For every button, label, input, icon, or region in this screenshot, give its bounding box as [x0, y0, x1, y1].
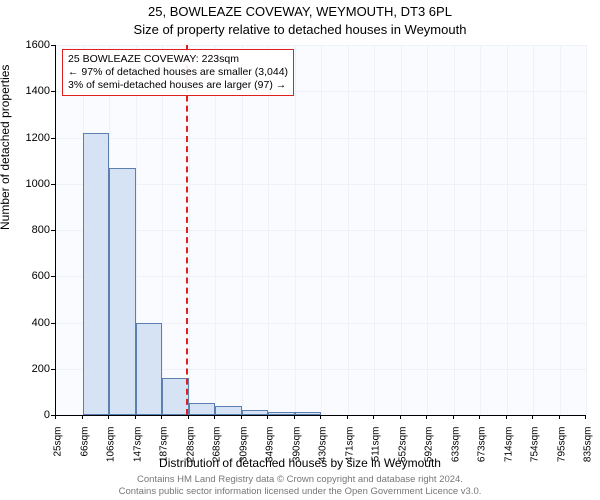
gridline-vertical	[586, 45, 587, 415]
y-tick-mark	[51, 138, 55, 139]
footer-copyright-line2: Contains public sector information licen…	[0, 486, 600, 497]
gridline-vertical	[401, 45, 402, 415]
annotation-line2: ← 97% of detached houses are smaller (3,…	[68, 66, 288, 79]
x-tick-mark	[400, 415, 401, 419]
gridline-vertical	[560, 45, 561, 415]
x-tick-mark	[585, 415, 586, 419]
gridline-vertical	[348, 45, 349, 415]
x-tick-label: 511sqm	[371, 427, 382, 477]
x-tick-mark	[108, 415, 109, 419]
x-tick-mark	[559, 415, 560, 419]
x-tick-label: 147sqm	[132, 427, 143, 477]
x-tick-label: 430sqm	[318, 427, 329, 477]
x-tick-label: 187sqm	[159, 427, 170, 477]
x-tick-mark	[532, 415, 533, 419]
annotation-line1: 25 BOWLEAZE COVEWAY: 223sqm	[68, 53, 288, 66]
histogram-bar	[242, 410, 268, 415]
x-tick-mark	[506, 415, 507, 419]
gridline-vertical	[189, 45, 190, 415]
histogram-bar	[189, 403, 215, 415]
y-tick-label: 0	[10, 409, 50, 421]
y-tick-mark	[51, 91, 55, 92]
y-tick-mark	[51, 230, 55, 231]
gridline-vertical	[427, 45, 428, 415]
y-tick-mark	[51, 276, 55, 277]
gridline-vertical	[321, 45, 322, 415]
x-tick-label: 268sqm	[212, 427, 223, 477]
x-tick-mark	[161, 415, 162, 419]
x-tick-label: 66sqm	[79, 427, 90, 477]
x-tick-label: 106sqm	[106, 427, 117, 477]
histogram-plot: 25 BOWLEAZE COVEWAY: 223sqm← 97% of deta…	[55, 45, 586, 416]
x-tick-label: 25sqm	[53, 427, 64, 477]
y-tick-mark	[51, 45, 55, 46]
y-tick-label: 600	[10, 270, 50, 282]
x-tick-label: 390sqm	[291, 427, 302, 477]
x-tick-mark	[320, 415, 321, 419]
x-tick-mark	[453, 415, 454, 419]
x-tick-mark	[55, 415, 56, 419]
x-tick-label: 673sqm	[477, 427, 488, 477]
histogram-bar	[83, 133, 109, 415]
y-tick-label: 1400	[10, 85, 50, 97]
y-tick-mark	[51, 369, 55, 370]
y-tick-label: 1000	[10, 178, 50, 190]
y-tick-mark	[51, 184, 55, 185]
x-tick-label: 349sqm	[265, 427, 276, 477]
gridline-vertical	[162, 45, 163, 415]
gridline-vertical	[295, 45, 296, 415]
gridline-vertical	[268, 45, 269, 415]
annotation-line3: 3% of semi-detached houses are larger (9…	[68, 79, 288, 92]
histogram-bar	[268, 412, 295, 415]
y-tick-label: 1600	[10, 39, 50, 51]
x-tick-mark	[214, 415, 215, 419]
gridline-vertical	[507, 45, 508, 415]
page-title-line1: 25, BOWLEAZE COVEWAY, WEYMOUTH, DT3 6PL	[0, 4, 600, 19]
gridline-vertical	[480, 45, 481, 415]
histogram-bar	[215, 406, 242, 415]
x-tick-label: 754sqm	[530, 427, 541, 477]
x-tick-label: 714sqm	[503, 427, 514, 477]
x-tick-label: 633sqm	[450, 427, 461, 477]
x-tick-label: 228sqm	[185, 427, 196, 477]
gridline-vertical	[374, 45, 375, 415]
y-tick-label: 1200	[10, 132, 50, 144]
x-tick-mark	[267, 415, 268, 419]
x-tick-label: 552sqm	[397, 427, 408, 477]
x-tick-mark	[135, 415, 136, 419]
x-tick-label: 471sqm	[344, 427, 355, 477]
x-tick-mark	[373, 415, 374, 419]
x-tick-mark	[188, 415, 189, 419]
x-tick-mark	[241, 415, 242, 419]
histogram-bar	[295, 412, 321, 415]
x-tick-label: 309sqm	[238, 427, 249, 477]
histogram-bar	[109, 168, 136, 415]
page-title-line2: Size of property relative to detached ho…	[0, 22, 600, 37]
x-tick-label: 592sqm	[424, 427, 435, 477]
y-tick-label: 800	[10, 224, 50, 236]
x-tick-mark	[347, 415, 348, 419]
x-tick-label: 795sqm	[556, 427, 567, 477]
reference-line	[186, 45, 188, 415]
x-tick-mark	[479, 415, 480, 419]
y-tick-label: 400	[10, 317, 50, 329]
x-tick-mark	[82, 415, 83, 419]
x-tick-mark	[294, 415, 295, 419]
annotation-box: 25 BOWLEAZE COVEWAY: 223sqm← 97% of deta…	[62, 49, 294, 96]
gridline-vertical	[454, 45, 455, 415]
x-tick-mark	[426, 415, 427, 419]
gridline-vertical	[242, 45, 243, 415]
histogram-bar	[136, 323, 162, 416]
gridline-vertical	[533, 45, 534, 415]
y-tick-label: 200	[10, 363, 50, 375]
gridline-vertical	[215, 45, 216, 415]
x-tick-label: 835sqm	[583, 427, 594, 477]
y-tick-mark	[51, 323, 55, 324]
